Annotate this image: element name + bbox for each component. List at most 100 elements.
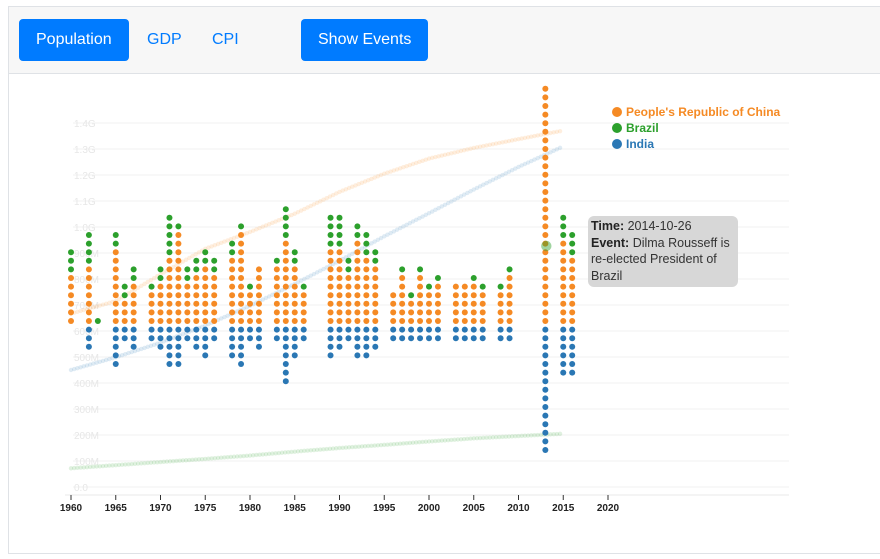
china-dot [211, 300, 218, 307]
trend-dot-china [215, 241, 221, 247]
china-dot [327, 292, 334, 299]
trend-dot-brazil [330, 446, 336, 451]
china-dot [542, 137, 549, 144]
india-dot [408, 335, 415, 342]
trend-dot-india [263, 295, 269, 301]
trend-dot-china [212, 243, 218, 248]
india-dot [238, 326, 245, 333]
population-chart[interactable]: 0.0 100M 200M 300M 400M 500M 600M 700M 800M 900M 1… [9, 74, 880, 554]
trend-dot-india [452, 197, 457, 202]
india-dot [417, 335, 424, 342]
trend-dot-china [356, 181, 361, 187]
brazil-dot [112, 240, 119, 247]
trend-dot-brazil [519, 433, 524, 439]
trend-dot-brazil [78, 465, 83, 470]
trend-dot-china [247, 229, 253, 235]
india-dot [345, 335, 352, 342]
china-dot [542, 318, 549, 324]
cpi-button[interactable]: CPI [212, 31, 239, 48]
trend-dot-brazil [286, 449, 291, 455]
china-dot [327, 266, 334, 273]
trend-dot-china [532, 133, 537, 139]
trend-dot-brazil [193, 457, 198, 462]
china-dot [211, 318, 218, 324]
trend-dot-brazil [107, 463, 112, 468]
india-dot [461, 335, 468, 342]
brazil-dot [506, 266, 513, 273]
trend-dot-china [183, 257, 189, 262]
population-button[interactable]: Population [19, 19, 129, 61]
china-dot [569, 318, 576, 324]
trend-dot-brazil [81, 465, 86, 470]
china-dot [300, 300, 307, 307]
show-events-button[interactable]: Show Events [301, 19, 429, 61]
india-dot [426, 326, 432, 333]
china-dot [193, 318, 200, 324]
china-dot [542, 146, 549, 152]
china-dot [202, 283, 209, 290]
china-dot [560, 318, 567, 324]
china-dot [452, 300, 459, 307]
india-dot [148, 326, 155, 333]
india-dot [542, 352, 549, 359]
india-dot [211, 335, 218, 342]
y-tick-label: 600M [74, 327, 99, 338]
india-dot [300, 335, 307, 342]
trend-dot-india [148, 343, 154, 349]
china-dot [202, 275, 209, 281]
india-dot [166, 343, 173, 350]
china-dot [434, 283, 441, 290]
trend-dot-china [142, 281, 147, 287]
x-tick-label: 1995 [373, 503, 396, 514]
trend-dot-india [145, 344, 150, 350]
china-dot [399, 318, 406, 324]
india-dot [282, 335, 289, 342]
china-dot [184, 292, 191, 299]
india-dot [336, 326, 343, 333]
brazil-dot [68, 266, 74, 273]
trend-dot-china [538, 132, 544, 138]
china-dot [542, 85, 549, 92]
brazil-dot [166, 249, 173, 256]
india-dot [542, 343, 549, 350]
china-dot [282, 257, 289, 264]
china-dot [166, 266, 173, 273]
china-dot [569, 275, 576, 281]
trend-dot-china [266, 221, 272, 227]
trend-dot-india [244, 304, 250, 310]
brazil-dot [68, 249, 74, 256]
china-dot [229, 275, 236, 281]
india-dot [497, 326, 504, 333]
china-dot [238, 283, 245, 290]
brazil-dot [327, 223, 334, 230]
china-dot [336, 300, 343, 307]
trend-dot-china [91, 305, 96, 310]
trend-dot-brazil [532, 433, 537, 438]
gdp-button[interactable]: GDP [147, 31, 182, 48]
trend-dot-brazil [209, 456, 214, 461]
china-dot [211, 275, 218, 281]
trend-dot-china [97, 303, 102, 308]
china-dot [282, 309, 289, 316]
china-dot [157, 292, 164, 299]
china-dot [560, 240, 567, 247]
china-dot [426, 300, 432, 307]
trend-dot-india [139, 346, 144, 352]
trend-dot-india [135, 347, 141, 353]
china-dot [157, 300, 164, 307]
x-tick-label: 2005 [463, 503, 486, 514]
trend-dot-brazil [94, 464, 99, 469]
trend-dot-brazil [139, 461, 144, 466]
trend-dot-china [193, 252, 198, 257]
brazil-dot [202, 257, 209, 264]
china-dot [166, 257, 173, 264]
trend-dot-china [513, 137, 518, 142]
china-dot [327, 309, 334, 316]
china-dot [85, 318, 92, 324]
trend-dot-brazil [497, 434, 502, 440]
y-tick-label: 900M [74, 249, 99, 260]
trend-dot-china [295, 209, 301, 215]
china-dot [542, 103, 549, 109]
trend-dot-india [382, 234, 387, 239]
y-tick-label: 1.0G [74, 223, 96, 234]
